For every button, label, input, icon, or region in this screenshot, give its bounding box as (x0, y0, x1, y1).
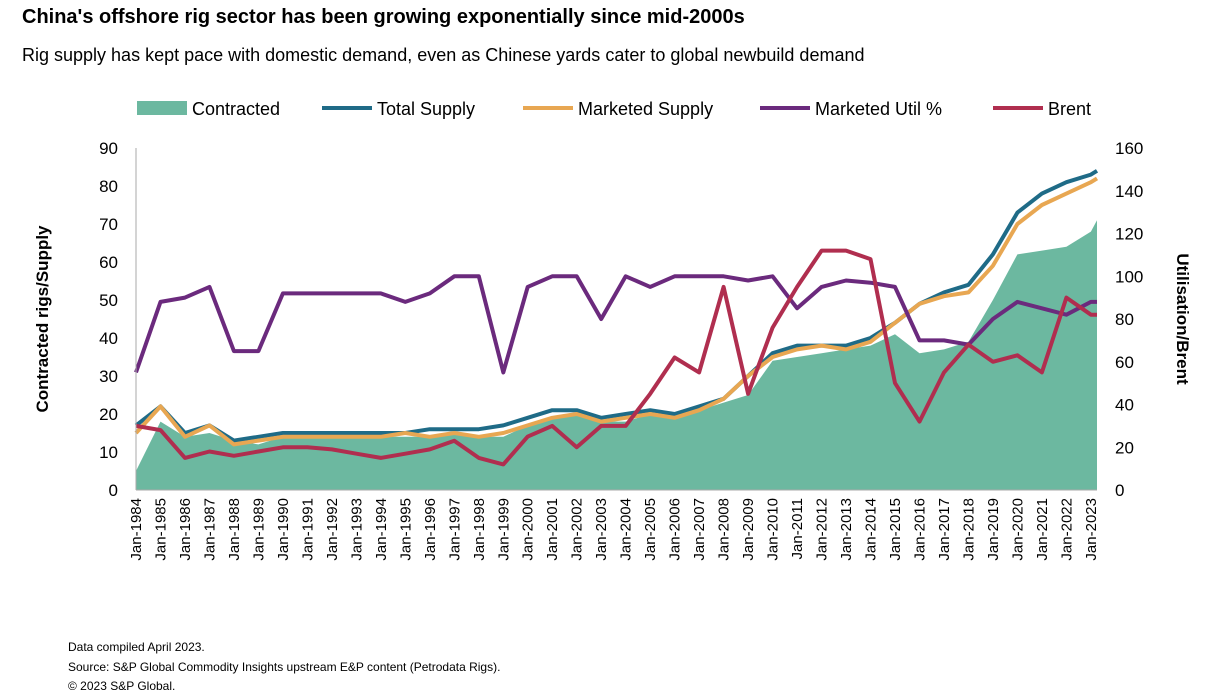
x-tick-label: Jan-1992 (324, 498, 341, 561)
series-marketed-util-line (134, 274, 1097, 375)
chart-title: China's offshore rig sector has been gro… (22, 6, 745, 28)
y2-tick-label: 60 (1115, 353, 1134, 372)
y2-tick-label: 80 (1115, 310, 1134, 329)
legend-label-brent: Brent (1048, 99, 1091, 119)
x-tick-label: Jan-1994 (373, 498, 390, 561)
y2-tick-label: 20 (1115, 438, 1134, 457)
y2-tick-label: 120 (1115, 225, 1143, 244)
x-tick-label: Jan-2012 (814, 498, 831, 561)
x-tick-label: Jan-2013 (838, 498, 855, 561)
legend-label-marketed-util: Marketed Util % (815, 99, 942, 119)
y-tick-label: 90 (99, 139, 118, 158)
x-tick-label: Jan-2010 (765, 498, 782, 561)
legend-label-marketed-supply: Marketed Supply (578, 99, 713, 119)
x-tick-label: Jan-1990 (275, 498, 292, 561)
chart-subtitle: Rig supply has kept pace with domestic d… (22, 45, 865, 65)
x-tick-label: Jan-2003 (593, 498, 610, 561)
x-tick-label: Jan-2023 (1083, 498, 1100, 561)
x-tick-label: Jan-2000 (520, 498, 537, 561)
y-tick-label: 60 (99, 253, 118, 272)
x-tick-label: Jan-2018 (960, 498, 977, 561)
x-tick-label: Jan-2008 (716, 498, 733, 561)
y-tick-label: 10 (99, 443, 118, 462)
x-tick-label: Jan-2016 (911, 498, 928, 561)
y2-tick-label: 0 (1115, 481, 1124, 500)
x-tick-label: Jan-1995 (397, 498, 414, 561)
x-tick-label: Jan-1993 (348, 498, 365, 561)
y2-axis-title: Utilisation/Brent (1173, 253, 1192, 385)
x-tick-label: Jan-2011 (789, 498, 806, 559)
x-tick-label: Jan-2004 (618, 498, 635, 561)
y-tick-label: 70 (99, 215, 118, 234)
y-tick-label: 50 (99, 291, 118, 310)
series-brent-line (135, 248, 1097, 467)
x-tick-label: Jan-2020 (1009, 498, 1026, 561)
y-axis-title: Contracted rigs/Supply (33, 225, 52, 413)
x-tick-label: Jan-2021 (1034, 498, 1051, 561)
y2-tick-label: 140 (1115, 182, 1143, 201)
footnote-copyright: © 2023 S&P Global. (68, 679, 176, 690)
x-tick-label: Jan-1988 (226, 498, 243, 561)
y2-tick-label: 160 (1115, 139, 1143, 158)
footnote-compiled: Data compiled April 2023. (68, 640, 205, 654)
x-tick-label: Jan-2001 (544, 498, 561, 561)
x-tick-label: Jan-2002 (569, 498, 586, 561)
x-tick-label: Jan-2015 (887, 498, 904, 561)
x-tick-label: Jan-1986 (177, 498, 194, 561)
y-tick-label: 30 (99, 367, 118, 386)
x-tick-label: Jan-1985 (152, 498, 169, 561)
y-tick-label: 0 (109, 481, 118, 500)
series-contracted-area (136, 220, 1097, 490)
x-tick-label: Jan-1984 (128, 498, 145, 561)
y-tick-label: 20 (99, 405, 118, 424)
x-tick-label: Jan-1991 (299, 498, 316, 561)
legend-label-contracted: Contracted (192, 99, 280, 119)
legend-label-total-supply: Total Supply (377, 99, 475, 119)
chart-svg: 0 10 20 30 40 50 60 70 80 90 0 20 40 60 80 100 120 140 160… (33, 99, 1192, 561)
footnote-source: Source: S&P Global Commodity Insights up… (68, 660, 501, 674)
y-tick-label: 80 (99, 177, 118, 196)
x-tick-label: Jan-2009 (740, 498, 757, 561)
series-marketed-supply-line (134, 176, 1099, 447)
x-tick-label: Jan-1998 (471, 498, 488, 561)
x-tick-label: Jan-1997 (446, 498, 463, 561)
y2-tick-label: 40 (1115, 396, 1134, 415)
x-tick-label: Jan-1989 (250, 498, 267, 561)
x-tick-label: Jan-2005 (642, 498, 659, 561)
series-total-supply-line (134, 169, 1099, 443)
x-tick-label: Jan-1996 (422, 498, 439, 561)
y-tick-label: 40 (99, 329, 118, 348)
x-tick-label: Jan-2019 (985, 498, 1002, 561)
legend-swatch-contracted (137, 101, 187, 115)
x-tick-label: Jan-2007 (691, 498, 708, 561)
x-tick-label: Jan-2022 (1058, 498, 1075, 561)
y2-tick-label: 100 (1115, 267, 1143, 286)
x-tick-label: Jan-1999 (495, 498, 512, 561)
x-tick-label: Jan-1987 (201, 498, 218, 561)
x-tick-label: Jan-2014 (863, 498, 880, 561)
x-tick-label: Jan-2006 (667, 498, 684, 561)
x-tick-label: Jan-2017 (936, 498, 953, 561)
